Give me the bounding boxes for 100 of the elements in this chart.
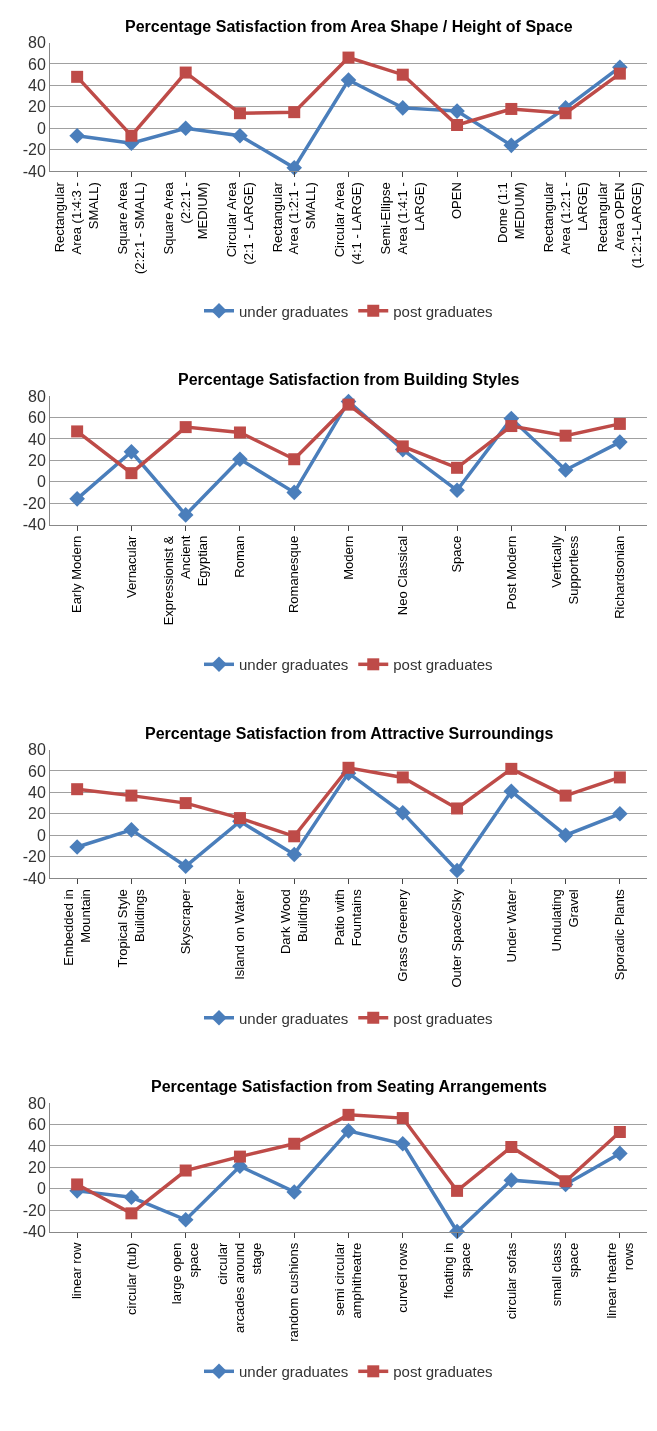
point: [123, 822, 140, 838]
y-tick-label: -20: [22, 494, 46, 512]
x-tick-label: Grass Greenery: [394, 888, 410, 982]
x-tick-label: Circular Area (2:1 - LARGE): [223, 181, 256, 265]
x-tick-label: Undulating Gravel: [549, 889, 582, 952]
point: [286, 846, 303, 863]
y-tick-label: 0: [36, 1180, 46, 1198]
point: [342, 398, 355, 411]
point: [396, 1112, 409, 1125]
x-tick-label: circular sofas: [503, 1242, 519, 1320]
x-tick-label: Island on Water: [232, 888, 248, 980]
point: [71, 425, 84, 438]
point: [612, 434, 628, 450]
point: [449, 482, 465, 499]
x-tick-label: Outer Space/Sky: [449, 888, 465, 988]
x-tick-label: Early Modern: [69, 535, 85, 614]
point: [288, 830, 301, 843]
y-tick-label: 20: [28, 1158, 46, 1176]
chart-title: Percentage Satisfaction from Area Shape / Height of Space: [125, 18, 573, 35]
x-tick-label: Vernacular: [123, 535, 139, 598]
y-tick-label: 60: [28, 1116, 46, 1134]
point: [69, 127, 85, 144]
point: [451, 461, 464, 474]
point: [125, 789, 138, 802]
point: [340, 72, 357, 88]
x-tick-label: OPEN: [449, 182, 465, 220]
y-tick-label: 40: [28, 1137, 46, 1155]
point: [451, 1184, 464, 1197]
x-tick-label: Dark Wood Buildings: [278, 888, 310, 955]
chart-title: Percentage Satisfaction from Attractive Surroundings: [145, 725, 554, 742]
point: [288, 106, 301, 119]
x-tick-label: Circular Area (4:1 - LARGE): [332, 181, 365, 265]
legend-label: under graduates: [239, 1009, 349, 1027]
x-tick-label: Space: [449, 535, 465, 573]
point: [505, 1140, 518, 1153]
legend-label: under graduates: [239, 656, 349, 674]
x-tick-label: large open space: [169, 1242, 202, 1305]
point: [559, 107, 572, 120]
y-tick-label: 40: [28, 784, 46, 801]
point: [503, 137, 520, 154]
point: [342, 1108, 355, 1121]
point: [177, 507, 194, 523]
point: [557, 827, 574, 844]
x-tick-label: Romanesque: [286, 535, 302, 614]
x-tick-label: Expressionist & Ancient Egyptian: [161, 535, 210, 626]
point: [233, 1150, 246, 1163]
point: [125, 467, 138, 480]
point: [69, 491, 85, 507]
y-tick-label: 20: [28, 805, 46, 823]
point: [505, 102, 518, 115]
y-tick-label: 60: [28, 762, 46, 780]
point: [559, 1175, 572, 1188]
x-tick-label: curved rows: [394, 1242, 410, 1313]
point: [69, 839, 85, 855]
x-tick-label: Sporadic Plants: [612, 888, 628, 981]
point: [288, 1137, 301, 1150]
point: [394, 100, 411, 116]
y-tick-label: -40: [22, 516, 46, 534]
y-tick-label: -20: [22, 141, 46, 159]
point: [179, 1164, 192, 1177]
x-tick-label: random cushions: [286, 1242, 302, 1342]
x-tick-label: Square Area (2:2:1 - MEDIUM): [161, 181, 210, 255]
point: [286, 1184, 303, 1200]
point: [451, 802, 464, 815]
point: [559, 789, 572, 802]
point: [179, 66, 192, 79]
point: [233, 812, 246, 825]
point: [503, 1172, 520, 1188]
point: [340, 1123, 357, 1139]
point: [177, 858, 194, 875]
point: [612, 806, 628, 822]
y-tick-label: 40: [28, 430, 46, 448]
point: [342, 761, 355, 774]
legend-label: post graduates: [393, 302, 493, 320]
x-tick-label: Vertically Supportless: [549, 535, 582, 605]
x-tick-label: Richardsonian: [612, 535, 628, 619]
point: [288, 453, 301, 466]
x-tick-label: Rectangular Area (1:4:3 - SMALL): [52, 181, 102, 255]
y-tick-label: -20: [22, 1201, 46, 1219]
y-tick-label: 0: [36, 473, 46, 491]
y-tick-label: 60: [28, 55, 46, 73]
y-tick-label: -40: [22, 162, 46, 180]
point: [125, 1207, 138, 1220]
point: [71, 783, 84, 796]
x-tick-label: Modern: [340, 535, 356, 580]
y-tick-label: -20: [22, 848, 46, 866]
point: [232, 127, 248, 144]
point: [233, 107, 246, 120]
point: [449, 103, 465, 119]
y-tick-label: 20: [28, 451, 46, 469]
legend-label: post graduates: [393, 656, 493, 674]
x-tick-label: Roman: [232, 535, 248, 578]
x-tick-label: floating in space: [440, 1242, 473, 1299]
legend-label: post graduates: [393, 1009, 493, 1027]
point: [505, 420, 518, 433]
point: [177, 120, 194, 137]
point: [123, 443, 140, 460]
point: [613, 67, 626, 80]
point: [396, 440, 409, 453]
point: [232, 451, 248, 468]
